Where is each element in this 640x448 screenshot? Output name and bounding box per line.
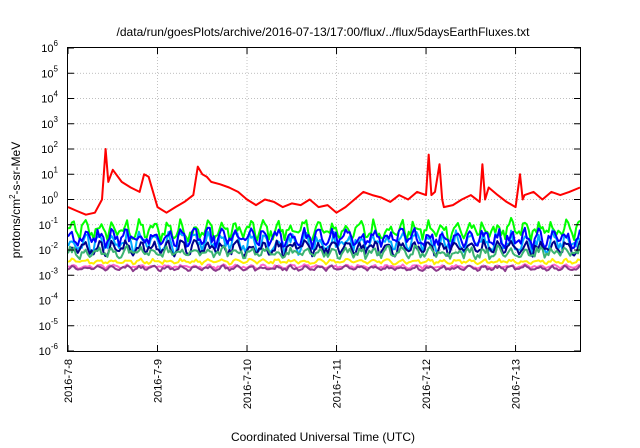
y-tick-label: 10-2 [39, 241, 59, 257]
y-tick-label: 102 [41, 140, 58, 156]
y-tick-label: 10-1 [39, 216, 59, 232]
y-tick-label: 103 [41, 115, 58, 131]
series-line [67, 244, 581, 261]
series-group [67, 148, 581, 273]
y-tick-label: 100 [41, 191, 58, 207]
y-tick-label: 10-6 [39, 342, 59, 358]
x-tick-label: 2016-7-12 [421, 359, 433, 409]
series-line [67, 264, 581, 273]
series-line [67, 216, 581, 243]
y-tick-label: 10-5 [39, 317, 59, 333]
series-line [67, 226, 581, 250]
y-tick-label: 105 [41, 64, 58, 80]
series-line [67, 257, 581, 266]
y-axis-label-base: protons/cm [9, 199, 23, 258]
x-tick-label: 2016-7-10 [242, 359, 254, 409]
x-tick-label: 2016-7-11 [332, 359, 344, 408]
x-axis-label: Coordinated Universal Time (UTC) [231, 430, 415, 444]
y-axis-label-tail: -s-sr-MeV [9, 142, 23, 195]
y-tick-label: 10-4 [39, 292, 59, 308]
y-tick-label: 10-3 [39, 266, 59, 282]
series-line [67, 148, 581, 216]
chart-title: /data/run/goesPlots/archive/2016-07-13/1… [117, 25, 531, 39]
y-axis-label: protons/cm2-s-sr-MeV [8, 142, 23, 258]
x-tick-label: 2016-7-9 [153, 359, 165, 403]
y-tick-label: 106 [41, 39, 58, 55]
x-tick-label: 2016-7-8 [63, 359, 75, 403]
y-tick-label: 104 [41, 90, 58, 106]
x-tick-label: 2016-7-13 [511, 359, 523, 409]
series-line [67, 238, 581, 258]
y-ticks: 10-6 10-5 10-4 10-3 10-2 10-1 100 101 102 103 104 1… [39, 39, 580, 358]
y-axis-label-sup: 2 [8, 194, 17, 199]
x-ticks: 2016-7-8 2016-7-9 2016-7-10 2016-7-11 2016-7… [63, 48, 523, 409]
y-tick-label: 101 [41, 165, 58, 181]
plot-frame [67, 47, 581, 352]
